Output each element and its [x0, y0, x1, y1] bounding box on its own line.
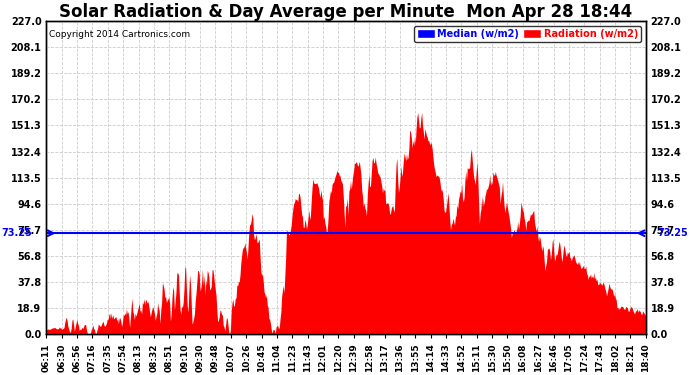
- Text: 73.25: 73.25: [658, 228, 689, 238]
- Legend: Median (w/m2), Radiation (w/m2): Median (w/m2), Radiation (w/m2): [414, 26, 641, 42]
- Text: Copyright 2014 Cartronics.com: Copyright 2014 Cartronics.com: [50, 30, 190, 39]
- Title: Solar Radiation & Day Average per Minute  Mon Apr 28 18:44: Solar Radiation & Day Average per Minute…: [59, 3, 633, 21]
- Text: 73.25: 73.25: [1, 228, 32, 238]
